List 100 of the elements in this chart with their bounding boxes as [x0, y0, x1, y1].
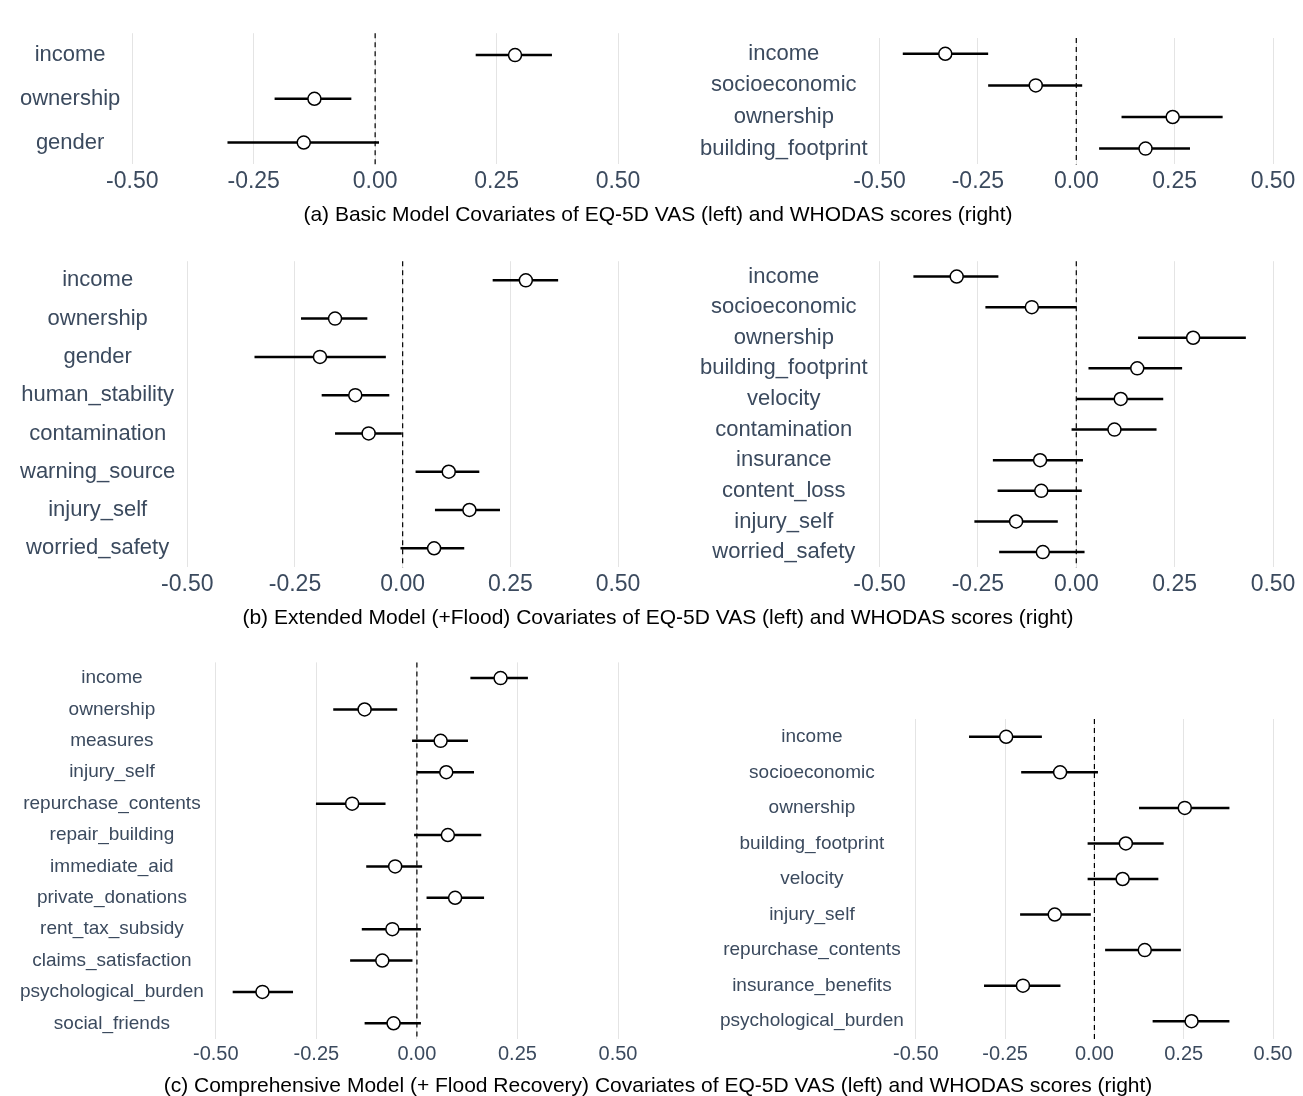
point: [387, 859, 403, 874]
point: [440, 827, 456, 843]
x-tick-label: 0.25: [1152, 569, 1198, 596]
x-tick-label: 0.50: [1253, 1041, 1293, 1064]
point: [426, 541, 442, 556]
x-tick-label: -0.50: [106, 166, 159, 193]
y-tick-label: rent_tax_subsidy: [40, 917, 185, 940]
y-tick-label: injury_self: [48, 496, 149, 522]
x-tick-label: -0.25: [293, 1041, 340, 1064]
x-tick-label: 0.50: [1250, 569, 1296, 596]
y-tick-label: private_donations: [36, 886, 187, 909]
x-tick-label: 0.00: [397, 1041, 437, 1064]
y-tick-label: worried_safety: [25, 534, 170, 560]
point: [255, 984, 270, 1000]
y-tick-label: contamination: [29, 419, 167, 445]
x-tick-label: -0.50: [853, 569, 906, 596]
point: [1024, 299, 1040, 315]
point: [1184, 1013, 1199, 1029]
point: [1177, 800, 1193, 816]
point: [1113, 391, 1128, 407]
text: (b) Extended Model (+Flood) Covariates of EQ-5D VAS (left) and WHODAS scores (right): [241, 605, 1075, 629]
y-tick-label: psychological_burden: [20, 980, 204, 1003]
x-tick-label: 0.00: [380, 569, 426, 596]
y-tick-label: socioeconomic: [711, 71, 857, 97]
x-tick-label: 0.50: [1250, 166, 1296, 193]
point: [998, 729, 1014, 745]
point: [375, 953, 390, 968]
y-tick-label: contamination: [715, 415, 853, 441]
point: [493, 670, 508, 686]
y-tick-label: insurance: [736, 446, 832, 472]
y-tick-label: social_friends: [53, 1011, 170, 1034]
x-tick-label: 0.00: [352, 166, 398, 193]
point: [1115, 871, 1130, 887]
y-tick-label: injury_self: [769, 902, 856, 925]
x-tick-label: -0.50: [161, 569, 214, 596]
point: [361, 426, 376, 441]
point: [1028, 78, 1044, 93]
y-tick-label: repurchase_contents: [723, 938, 901, 961]
y-tick-label: ownership: [768, 796, 856, 818]
point: [447, 890, 463, 906]
point: [1047, 907, 1062, 922]
x-tick-label: 0.00: [1053, 569, 1099, 596]
x-tick-label: 0.00: [1074, 1041, 1114, 1064]
point: [1118, 836, 1134, 851]
point: [1185, 330, 1201, 345]
point: [357, 702, 372, 717]
y-tick-label: building_footprint: [699, 354, 868, 380]
y-tick-label: ownership: [68, 697, 156, 719]
point: [1034, 483, 1049, 499]
y-tick-label: warning_source: [19, 457, 176, 483]
y-tick-label: socioeconomic: [711, 293, 857, 319]
point: [433, 733, 448, 749]
y-tick-label: repurchase_contents: [23, 791, 201, 814]
y-tick-label: income: [81, 666, 143, 688]
y-tick-label: content_loss: [722, 476, 846, 502]
y-tick-label: building_footprint: [739, 831, 885, 854]
y-tick-label: ownership: [20, 84, 121, 110]
point: [1035, 544, 1051, 560]
x-tick-label: 0.25: [1164, 1041, 1204, 1064]
y-tick-label: claims_satisfaction: [32, 948, 192, 971]
y-tick-label: income: [781, 725, 843, 747]
point: [1015, 978, 1031, 993]
x-tick-label: 0.50: [598, 1041, 638, 1064]
y-tick-label: gender: [35, 128, 105, 154]
x-tick-label: 0.50: [595, 166, 641, 193]
point: [1008, 514, 1024, 529]
point: [348, 387, 363, 403]
point: [1052, 765, 1068, 780]
point: [938, 46, 953, 62]
y-tick-label: income: [34, 41, 106, 67]
point: [1137, 942, 1153, 958]
x-tick-label: -0.50: [853, 166, 906, 193]
y-tick-label: velocity: [780, 867, 845, 889]
point: [344, 796, 360, 811]
y-tick-label: ownership: [733, 323, 834, 349]
text: (a) Basic Model Covariates of EQ-5D VAS (left) and WHODAS scores (right): [302, 202, 1014, 226]
point: [949, 269, 964, 284]
point: [327, 311, 343, 326]
y-tick-label: insurance_benefits: [732, 973, 892, 996]
point: [518, 273, 534, 288]
x-tick-label: -0.50: [893, 1041, 939, 1064]
x-tick-label: 0.25: [474, 166, 519, 193]
point: [1165, 109, 1180, 125]
x-tick-label: 0.25: [1152, 166, 1198, 193]
y-tick-label: income: [62, 266, 134, 292]
point: [1130, 361, 1145, 376]
x-tick-label: 0.00: [1053, 166, 1099, 193]
y-tick-label: repair_building: [49, 823, 175, 846]
y-tick-label: worried_safety: [711, 538, 856, 564]
point: [386, 1016, 401, 1031]
y-tick-label: ownership: [733, 103, 834, 129]
x-tick-label: 0.25: [487, 569, 533, 596]
text: (c) Comprehensive Model (+ Flood Recovery) Covariates of EQ-5D VAS (left) and WHODAS scores (right): [162, 1073, 1154, 1096]
x-tick-label: -0.25: [951, 166, 1005, 193]
point: [439, 764, 454, 780]
y-tick-label: psychological_burden: [720, 1009, 904, 1032]
point: [312, 349, 328, 365]
point: [462, 502, 477, 518]
y-tick-label: injury_self: [734, 507, 835, 533]
point: [441, 464, 456, 479]
